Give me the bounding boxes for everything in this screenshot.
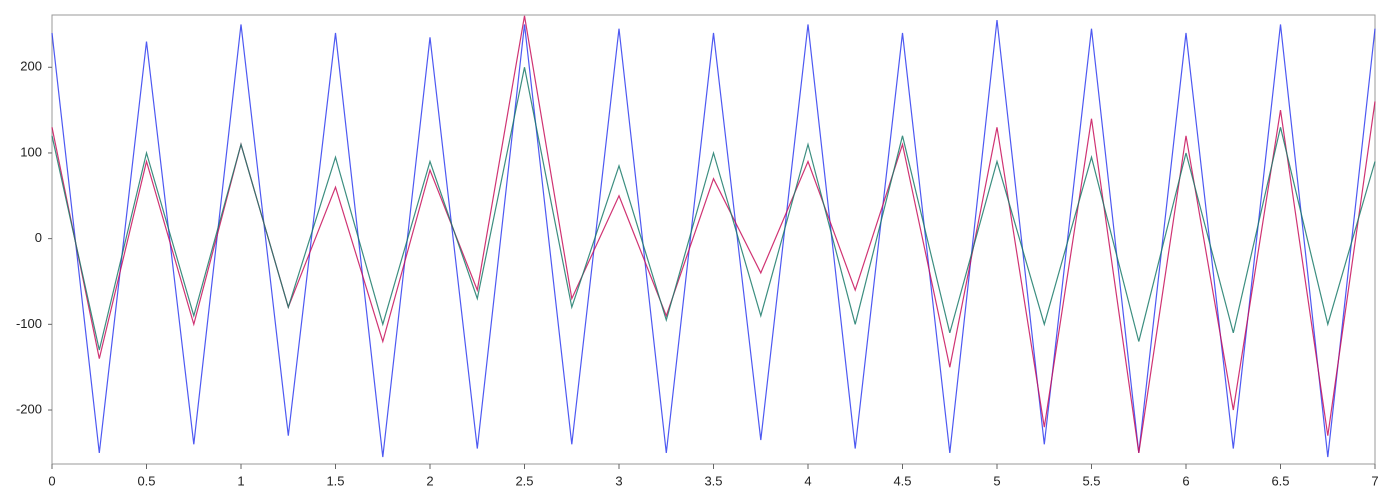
x-tick-label: 6 xyxy=(1182,473,1189,488)
x-tick-label: 1.5 xyxy=(326,473,344,488)
x-tick-label: 5 xyxy=(993,473,1000,488)
x-tick-label: 2 xyxy=(426,473,433,488)
x-tick-label: 0 xyxy=(48,473,55,488)
series-line xyxy=(51,20,1376,458)
x-tick-label: 4.5 xyxy=(893,473,911,488)
x-tick-label: 4 xyxy=(804,473,811,488)
series-line xyxy=(51,67,1376,351)
x-tick-label: 3.5 xyxy=(704,473,722,488)
plot-frame xyxy=(51,14,1376,465)
y-tick-label: -200 xyxy=(16,401,42,416)
x-tick-label: 1 xyxy=(237,473,244,488)
y-tick-label: 200 xyxy=(20,59,42,74)
x-tick-label: 0.5 xyxy=(137,473,155,488)
y-tick-label: 0 xyxy=(35,230,42,245)
x-tick-label: 5.5 xyxy=(1082,473,1100,488)
y-tick-label: 100 xyxy=(20,144,42,159)
x-tick-label: 3 xyxy=(615,473,622,488)
y-tick-label: -100 xyxy=(16,316,42,331)
x-tick-label: 6.5 xyxy=(1271,473,1289,488)
x-tick-label: 7 xyxy=(1371,473,1378,488)
x-tick-label: 2.5 xyxy=(515,473,533,488)
